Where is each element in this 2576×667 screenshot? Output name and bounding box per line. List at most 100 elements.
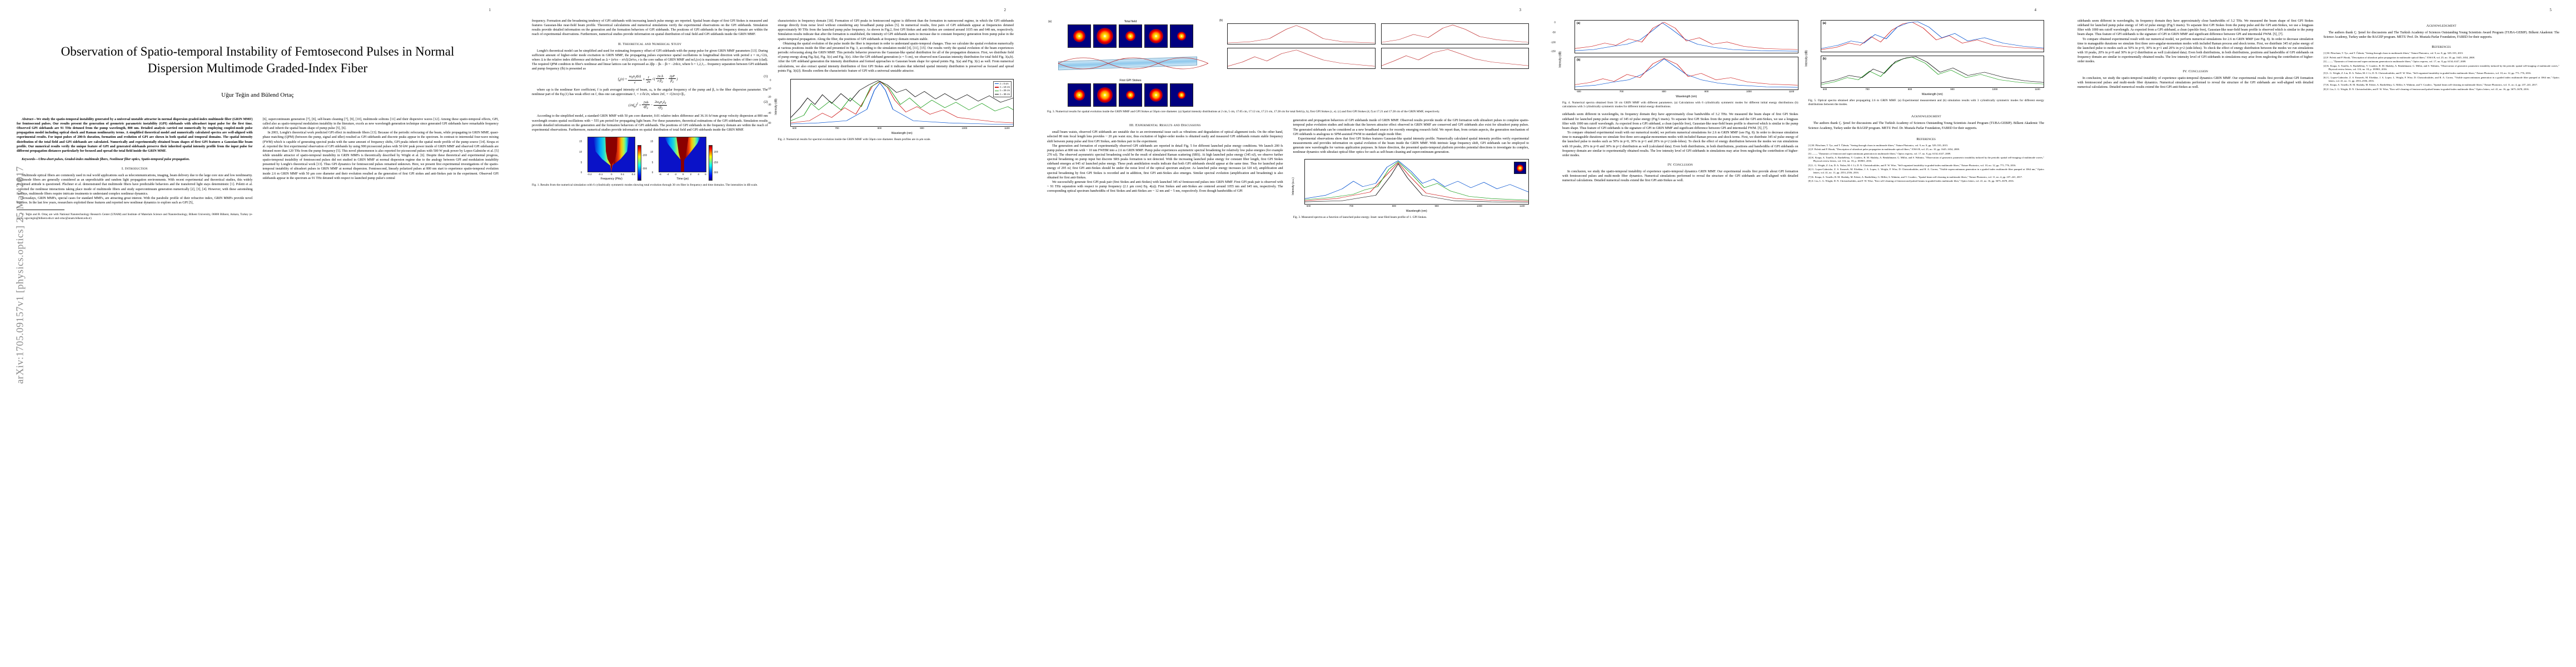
mini-spectrum: [1381, 48, 1529, 69]
fig5-ylabel: Intensity (dB): [1805, 49, 1808, 67]
fig3-beam-row-top: [1047, 24, 1214, 48]
paragraph: In conclusion, we study the spatio-tempo…: [2077, 76, 2314, 89]
column-right: Acknowledgment The authors thank Ç. Şene…: [2324, 19, 2560, 92]
fig1-b-xlabel: Time (ps): [676, 177, 689, 181]
reference-item: [5] L. G. Wright, Z. Liu, D. A. Nolan, M…: [1808, 163, 2016, 167]
inset-beam-image: [1514, 162, 1526, 175]
paragraph: The generation and formation of experime…: [1047, 144, 1283, 180]
beam-image: [1119, 24, 1142, 48]
arxiv-stamp: arXiv:1705.09157v1 [physics.optics] 25 M…: [14, 166, 26, 384]
reference-item: [6] G. Lopez-Galmiche, Z. S. Eznaveh, M.…: [2323, 76, 2560, 82]
reference-item: [1] M. Plöschner, T. Tyc, and T. Čižmár,…: [1808, 143, 1949, 147]
fig1-a-colorbar: -200 -300: [637, 145, 650, 181]
fig5-xlabel: Wavelength (nm): [1921, 93, 1943, 96]
section-conclusion: IV. Conclusion: [1667, 163, 1693, 167]
fig3-label-a: (a): [1048, 20, 1052, 23]
abstract-lead: Abstract: [22, 117, 33, 121]
page-number: 1: [489, 8, 491, 12]
acknowledgment-text: The authors thank Ç. Şenel for discussio…: [1808, 122, 2045, 130]
figure-4: Intensity (dB) (a) 0 -50 -100 -150: [1551, 20, 1798, 109]
mini-spectrum: [1381, 23, 1529, 44]
page-title: Observation of Spatio-temporal Instabili…: [61, 44, 455, 76]
figure-6-caption: Fig. 3. Measured spectra as a function o…: [1293, 216, 1427, 220]
section-acknowledgment: Acknowledgment: [1911, 115, 1941, 119]
page-number: 5: [2549, 8, 2552, 12]
column-right: Intensity (dB) (a) (b): [1805, 19, 2045, 183]
page-5: 5 sidebands seem different in wavelength…: [2061, 0, 2576, 667]
column-right: generation and propagation behaviors of …: [1291, 118, 1529, 223]
paragraph: Experimental observations show that firs…: [1293, 137, 1529, 155]
fig2-ylabel: Intensity (dB): [774, 98, 778, 116]
fig1-b-colorbar: -200 -250 -300: [709, 145, 721, 181]
fig3-label-b: (b): [1219, 19, 1223, 22]
paragraph: sidebands seem different in wavelengths,…: [2077, 19, 2314, 37]
figure-1-panel-b: 0 5 10 15: [650, 137, 707, 181]
fig5-xticks: 600 700 800 900 1000 1100: [1822, 88, 2040, 91]
authors: Uğur Teğin and Bülend Ortaç: [221, 91, 294, 98]
fig6-ylabel: Intensity (a.u.): [1291, 177, 1295, 195]
fig2-plot: z = 0 cm z = 10 cm z = 20 cm z = 30 cm: [790, 78, 1014, 127]
beam-image: [1170, 24, 1193, 48]
section-acknowledgment: Acknowledgment: [2426, 24, 2457, 28]
column-left: III. Experimental Results and Discussion…: [1047, 118, 1283, 223]
page-number: 3: [1519, 8, 1522, 12]
abstract-text: —We study the spatio-temporal instabilit…: [17, 117, 253, 153]
paragraph: To compare obtained experimental result …: [2077, 37, 2314, 64]
fig1-a-xticks: -0.2 -0.1 0 0.1 0.2: [587, 173, 635, 176]
fig4-label-a: (a): [1577, 22, 1581, 25]
page-number: 4: [2034, 8, 2037, 12]
column-left: Intensity (dB) (a) 0 -50 -100 -150: [1551, 19, 1798, 183]
reference-item: [4] K. Krupa, A. Tonello, A. Barthélémy,…: [2323, 64, 2560, 71]
column-right: [6], supercontinuum generation [7], [8],…: [263, 117, 499, 221]
reference-item: [7] K. Krupa, A. Tonello, B. M. Shalaby,…: [2323, 83, 2538, 87]
figure-3-caption: Fig. 3. Numerical results for spatial ev…: [1047, 110, 1440, 113]
paragraph: Nowadays, GRIN MMFs, special cases for s…: [17, 196, 253, 205]
reference-item: [3] ——, "Dynamics of femtosecond superco…: [2323, 60, 2467, 63]
reference-item: [8] Z. Liu, L. G. Wright, D. N. Christod…: [1808, 180, 2014, 182]
page-1: 1 arXiv:1705.09157v1 [physics.optics] 25…: [0, 0, 515, 667]
paragraph: We successfully generate first GPI peak …: [1047, 180, 1283, 193]
figure-5: Intensity (dB) (a) (b): [1805, 20, 2044, 107]
paragraph: where ωp is the nonlinear Kerr coefficie…: [532, 88, 768, 96]
column-left: Abstract—We study the spatio-temporal in…: [17, 117, 253, 221]
paragraph: In conclusion, we study the spatio-tempo…: [1562, 170, 1798, 183]
fig2-xticks: 600 700 800 900 1000 1100: [792, 126, 1010, 130]
fig4-plot-a: (a): [1575, 20, 1798, 53]
fig4-ylabel: Intensity (dB): [1558, 51, 1562, 68]
reference-item: [8] Z. Liu, L. G. Wright, D. N. Christod…: [2323, 87, 2529, 91]
reference-item: [7] K. Krupa, A. Tonello, B. M. Shalaby,…: [1808, 175, 2023, 178]
paragraph: sidebands seem different in wavelengths,…: [1562, 113, 1798, 130]
paragraph: frequency. Formation and the broadening …: [532, 19, 768, 37]
beam-image: [1170, 83, 1193, 107]
equation-1: fh(z) = ω0n2I(z) c ± 1 2π √( 2π h z β2 −…: [617, 74, 768, 84]
beam-image: [1119, 83, 1142, 107]
paragraph: characteristics in frequency domain [18]…: [778, 19, 1014, 41]
equation-2: (2πfh)2 = 2πh zβ2 − 2ω0n2I0 cβ2 (2): [628, 99, 768, 111]
page-4: 4 Intensity (dB) (a): [1546, 0, 2061, 667]
fig3-beam-row-bottom: [1047, 83, 1214, 107]
beam-image: [1068, 83, 1091, 107]
fig3-spectra-grid: [1227, 23, 1529, 69]
reference-list: [1] M. Plöschner, T. Tyc, and T. Čižmár,…: [1808, 144, 2045, 183]
section-conclusion: IV. Conclusion: [2183, 69, 2208, 73]
beam-image: [1144, 83, 1168, 107]
fig3-fiber-schematic: [1047, 48, 1214, 79]
paragraph: generation and propagation behaviors of …: [1293, 119, 1529, 136]
fig2-legend: z = 0 cm z = 10 cm z = 20 cm z = 30 cm: [993, 81, 1012, 98]
fig4-plot-b: (b): [1575, 57, 1798, 90]
reference-list: [1] M. Plöschner, T. Tyc, and T. Čižmár,…: [2324, 52, 2560, 91]
paragraph: Obtaining the spatial evolution of the p…: [778, 42, 1014, 73]
paragraph: Longhi's theoretical model can be simpli…: [532, 49, 768, 71]
figure-4-caption: Fig. 4. Numerical spectra obtained from …: [1562, 101, 1798, 109]
reference-item: [2] F. Poletti and P. Horak, "Descriptio…: [2323, 56, 2475, 59]
reference-item: [5] L. G. Wright, Z. Liu, D. A. Nolan, M…: [2323, 72, 2532, 75]
fig5-label-b: (b): [1822, 57, 1826, 61]
paragraph: According to the simplified model, a sta…: [532, 115, 768, 132]
acknowledgment-text: The authors thank Ç. Şenel for discussio…: [2323, 31, 2560, 39]
beam-image: [1093, 24, 1117, 48]
section-references: References: [2431, 45, 2451, 49]
fig6-xlabel: Wavelength (nm): [1406, 210, 1427, 213]
paragraph: small beam waists, observed GPI sideband…: [1047, 131, 1283, 143]
